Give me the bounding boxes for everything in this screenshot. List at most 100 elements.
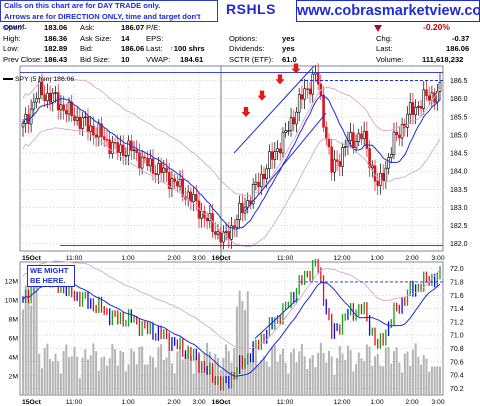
ask-size-value: 14 [121, 33, 130, 43]
volume-bar [130, 348, 133, 395]
candle-body [143, 156, 147, 159]
upper-x-tick-label: 2:00 [167, 255, 180, 262]
volume-bar [365, 344, 368, 395]
volume-bar [352, 371, 355, 395]
change-percent: -0.20% [423, 22, 450, 32]
candle-body [21, 123, 25, 128]
volume-bar [306, 369, 309, 395]
candle-body [322, 94, 325, 128]
candle-body [273, 151, 277, 160]
candle-body [341, 147, 344, 167]
volume-bar [151, 357, 154, 395]
volume-bar [349, 350, 352, 395]
candle-body [389, 154, 393, 158]
volume-bar [244, 310, 247, 395]
options-value: yes [282, 33, 295, 43]
candle-body [362, 130, 366, 140]
candle-body [154, 173, 157, 175]
red-down-arrow-icon [241, 106, 251, 117]
volume-bar [119, 350, 122, 395]
last-shares-value: 100 shrs [173, 44, 205, 53]
volume-bar [127, 364, 130, 395]
volume-bar [298, 351, 301, 395]
lower-x-tick-label: 3:00 [192, 399, 205, 406]
candle-body [111, 142, 114, 154]
volume-bar [35, 282, 38, 395]
volume-bar [114, 349, 117, 395]
volume-bar [292, 348, 295, 395]
candle-body [235, 219, 239, 228]
candle-body [232, 225, 236, 228]
volume-bar [143, 364, 146, 395]
upper-y-tick-label: 185.5 [450, 114, 468, 121]
upper-y-tick-label: 186.0 [450, 96, 468, 103]
candle-body [406, 113, 409, 128]
candle-body [297, 94, 301, 113]
volume-y-tick-label: 8M [9, 317, 19, 324]
candle-body [425, 89, 428, 97]
bid-size-label: Bid Size: [80, 54, 110, 64]
candle-body [67, 101, 71, 115]
volume-bar [317, 352, 320, 395]
volume-bar [376, 353, 379, 395]
lower-x-tick-label: 1:00 [370, 399, 383, 406]
candle-body [408, 102, 412, 115]
site-banner[interactable]: www.cobrasmarketview.com [296, 0, 480, 22]
candle-body [97, 123, 101, 138]
upper-y-tick-label: 185.0 [450, 132, 468, 139]
volume-bar [84, 349, 87, 395]
red-down-arrow-icon [291, 63, 301, 74]
candle-body [438, 82, 442, 92]
volume-bar [92, 343, 95, 395]
upper-x-tick-label: 12:00 [333, 255, 350, 262]
volume-bar [184, 353, 187, 395]
volume-bar [173, 373, 176, 395]
candle-body [300, 94, 304, 100]
volume-bar [409, 365, 412, 395]
lower-x-tick-label: 16Oct [212, 399, 232, 406]
volume-bar [24, 285, 27, 395]
volume-bar [146, 364, 149, 395]
volume-bar [141, 346, 144, 395]
volume-bar [176, 351, 179, 395]
volume-bar [254, 346, 257, 395]
candle-body [157, 162, 160, 175]
upper-y-tick-label: 183.0 [450, 205, 468, 212]
candle-body [213, 231, 217, 235]
volume-bar [189, 356, 192, 395]
volume-bar [170, 363, 173, 395]
candle-body [392, 131, 396, 155]
candle-body [395, 131, 398, 136]
legend-swatch [3, 78, 13, 81]
volume-bar [382, 366, 385, 395]
volume-bar [70, 356, 73, 395]
candle-body [230, 225, 233, 240]
volume-bar [279, 354, 282, 395]
volume-bar [160, 344, 163, 395]
candle-body [224, 231, 228, 233]
upper-x-tick-label: 16Oct [212, 255, 232, 262]
volume-bar [439, 366, 441, 395]
candle-body [124, 155, 128, 157]
volume-bar [73, 346, 76, 395]
oscillator-average-line [22, 281, 441, 377]
volume-bar [233, 347, 236, 395]
candle-body [73, 115, 76, 121]
candle-body [54, 92, 57, 94]
upper-x-tick-label: 3:00 [431, 255, 444, 262]
volume-bar [273, 345, 276, 395]
volume-bar [135, 364, 138, 395]
vwap-value: 184.61 [180, 54, 204, 64]
candle-body [165, 167, 168, 173]
bid-size-value: 10 [121, 54, 130, 64]
candle-body [262, 173, 266, 180]
candle-body [419, 105, 423, 109]
candle-body [40, 81, 44, 96]
low-label: Low: [3, 44, 20, 53]
volume-bar [111, 343, 114, 395]
candle-body [284, 130, 287, 133]
volume-bar [420, 364, 423, 395]
volume-bar [401, 372, 404, 395]
candle-body [360, 133, 363, 140]
chg-value: -0.37 [452, 33, 470, 43]
